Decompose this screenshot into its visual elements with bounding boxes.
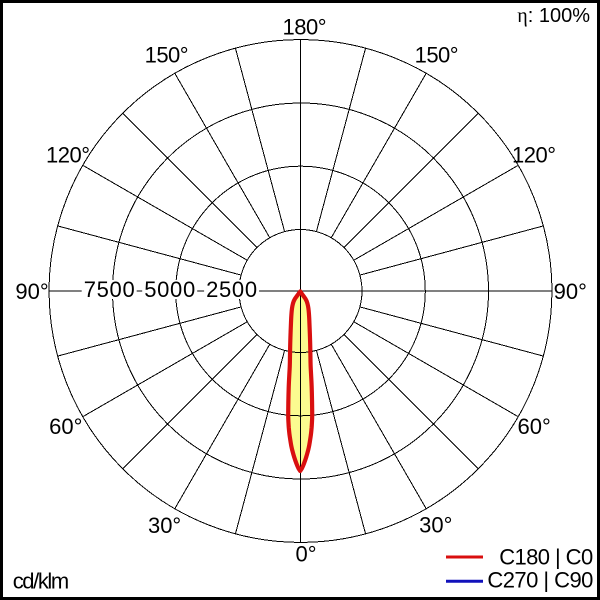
svg-text:0°: 0° [295,541,316,566]
svg-text:180°: 180° [283,14,327,39]
svg-text:5000: 5000 [144,277,195,302]
svg-text:7500: 7500 [84,277,135,302]
svg-text:150°: 150° [145,43,189,68]
svg-text:30°: 30° [148,513,181,538]
svg-text:60°: 60° [518,414,551,439]
svg-text:η: 100%: η: 100% [517,5,590,27]
svg-text:120°: 120° [46,143,90,168]
svg-text:150°: 150° [415,43,459,68]
svg-text:C180 | C0: C180 | C0 [499,544,593,569]
svg-text:120°: 120° [512,143,556,168]
svg-text:cd/klm: cd/klm [13,569,69,594]
svg-text:60°: 60° [49,414,82,439]
svg-text:90°: 90° [15,279,48,304]
svg-text:90°: 90° [554,279,587,304]
svg-text:2500: 2500 [206,277,257,302]
svg-text:C270 | C90: C270 | C90 [487,567,593,592]
svg-text:30°: 30° [419,513,452,538]
